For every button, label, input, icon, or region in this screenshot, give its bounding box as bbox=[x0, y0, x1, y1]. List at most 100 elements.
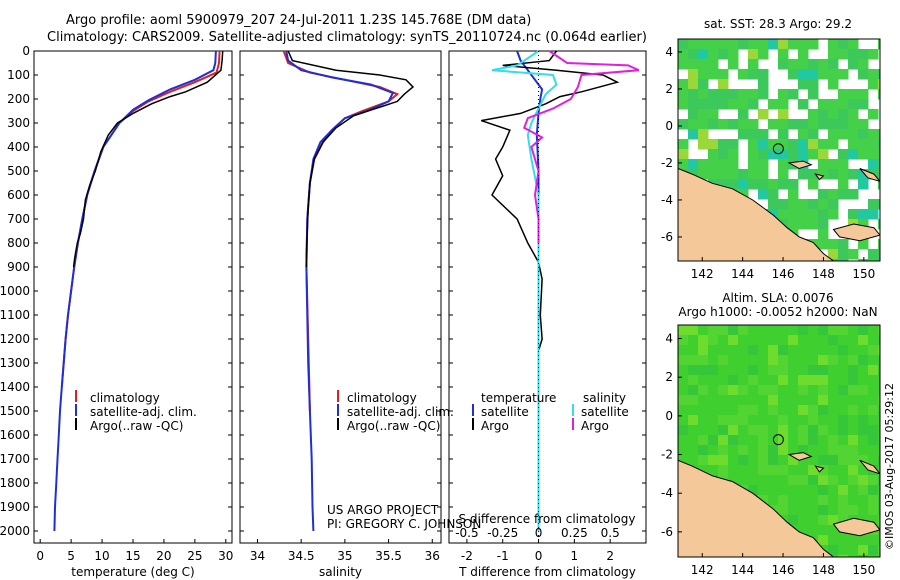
sst_map-cell bbox=[878, 259, 880, 261]
temperature-xtick-label: 10 bbox=[94, 549, 109, 563]
sla_map-cell bbox=[868, 325, 879, 336]
sla_map-cell bbox=[788, 335, 799, 346]
sst_map-cell bbox=[768, 39, 779, 50]
temperature-ytick-label: 1700 bbox=[0, 452, 30, 466]
sst_map-cell bbox=[808, 149, 819, 160]
sst_map-cell bbox=[868, 199, 879, 210]
sla_map-cell bbox=[748, 435, 759, 446]
sst_map-cell bbox=[808, 179, 819, 190]
sla_map-cell bbox=[768, 425, 779, 436]
differences-series-3 bbox=[522, 50, 640, 243]
sla_map-cell bbox=[818, 445, 829, 456]
sla_map-cell bbox=[768, 325, 779, 336]
sst_map-cell bbox=[828, 139, 839, 150]
diff-top-xlabel: S difference from climatology bbox=[459, 512, 636, 526]
sla_map-cell bbox=[878, 365, 880, 376]
sla_map-cell bbox=[828, 375, 839, 386]
sst_map-cell bbox=[878, 79, 880, 90]
sla_map-cell bbox=[818, 455, 829, 466]
panel-sst_map: 142 144 146 148 150 -6 -4 -2 0 2 4 sat. SST: 28.3 A… bbox=[661, 17, 881, 281]
temperature-series-1 bbox=[53, 50, 217, 532]
sst_map-cell bbox=[848, 119, 859, 130]
sst_map-cell bbox=[768, 209, 779, 220]
sla_map-cell bbox=[718, 395, 729, 406]
sla_map-cell bbox=[778, 325, 789, 336]
sla_map-cell bbox=[728, 465, 739, 476]
sst_map-cell bbox=[828, 169, 839, 180]
sst_map-cell bbox=[728, 39, 739, 50]
temperature-ytick-label: 2000 bbox=[0, 524, 30, 538]
sst_map-cell bbox=[848, 59, 859, 70]
sst_map-cell bbox=[728, 169, 739, 180]
sla_map-cell bbox=[778, 405, 789, 416]
sla_map-cell bbox=[868, 345, 879, 356]
sst_map-cell bbox=[718, 159, 729, 170]
sst_map-cell bbox=[728, 179, 739, 190]
sla_map-cell bbox=[848, 405, 859, 416]
sst_map-cell bbox=[798, 39, 809, 50]
sla_map-cell bbox=[738, 345, 749, 356]
sla-map-title-line1: Altim. SLA: 0.0076 bbox=[722, 291, 833, 305]
sst_map-cell bbox=[818, 189, 829, 200]
sla_map-cell bbox=[808, 335, 819, 346]
panel-differences: -2 -1 0 1 2 T difference from climatology -0.5… bbox=[448, 50, 647, 579]
sla_map-cell bbox=[758, 365, 769, 376]
sla_map-cell bbox=[778, 375, 789, 386]
sla_map-cell bbox=[678, 415, 689, 426]
sla_map-cell bbox=[718, 385, 729, 396]
sla_map-cell bbox=[868, 375, 879, 386]
diff-legend-header-sal: salinity bbox=[583, 391, 626, 405]
sla_map-cell bbox=[758, 395, 769, 406]
sla_map-cell bbox=[758, 335, 769, 346]
temperature-series-0 bbox=[60, 50, 221, 388]
sla_map-cell bbox=[698, 395, 709, 406]
diff-legend-label: Argo bbox=[581, 419, 609, 433]
sst_map-cell bbox=[848, 149, 859, 160]
sst_map-cell bbox=[838, 189, 849, 200]
sst_map-cell bbox=[698, 109, 709, 120]
sla_map-cell bbox=[838, 515, 849, 526]
sla_map-cell bbox=[788, 415, 799, 426]
sst_map-ytick-label: 0 bbox=[665, 119, 673, 133]
sla_map-cell bbox=[828, 335, 839, 346]
sla_map-cell bbox=[738, 405, 749, 416]
sst_map-cell bbox=[808, 129, 819, 140]
sst_map-cell bbox=[858, 99, 869, 110]
salinity-xtick-label: 35 bbox=[337, 549, 352, 563]
sla_map-cell bbox=[818, 325, 829, 336]
differences-xtick-label: 1 bbox=[571, 549, 579, 563]
sst_map-cell bbox=[818, 219, 829, 230]
sla_map-cell bbox=[678, 375, 689, 386]
sla_map-cell bbox=[748, 395, 759, 406]
sst_map-cell bbox=[858, 129, 869, 140]
sla_map-cell bbox=[748, 375, 759, 386]
sst_map-cell bbox=[698, 119, 709, 130]
sla_map-cell bbox=[828, 395, 839, 406]
sst_map-cell bbox=[708, 59, 719, 70]
sst_map-cell bbox=[838, 149, 849, 160]
sst_map-cell bbox=[838, 159, 849, 170]
sst_map-cell bbox=[818, 209, 829, 220]
sla_map-cell bbox=[748, 485, 759, 496]
sla_map-cell bbox=[868, 475, 879, 486]
sla_map-cell bbox=[828, 555, 839, 557]
sla_map-island bbox=[787, 452, 813, 461]
sst_map-cell bbox=[698, 139, 709, 150]
sst_map-cell bbox=[698, 89, 709, 100]
sst_map-cell bbox=[818, 59, 829, 70]
sla_map-cell bbox=[728, 405, 739, 416]
sla_map-cell bbox=[738, 355, 749, 366]
sst_map-cell bbox=[848, 209, 859, 220]
sst_map-cell bbox=[748, 59, 759, 70]
sst_map-xtick-label: 144 bbox=[731, 267, 754, 281]
sla_map-cell bbox=[878, 375, 880, 386]
sla_map-cell bbox=[688, 395, 699, 406]
sla_map-cell bbox=[708, 435, 719, 446]
sst_map-cell bbox=[828, 189, 839, 200]
sla_map-cell bbox=[868, 335, 879, 346]
sla_map-cell bbox=[838, 545, 849, 556]
sst_map-cell bbox=[848, 189, 859, 200]
sst_map-cell bbox=[758, 129, 769, 140]
sla_map-cell bbox=[718, 405, 729, 416]
sla_map-cell bbox=[778, 345, 789, 356]
